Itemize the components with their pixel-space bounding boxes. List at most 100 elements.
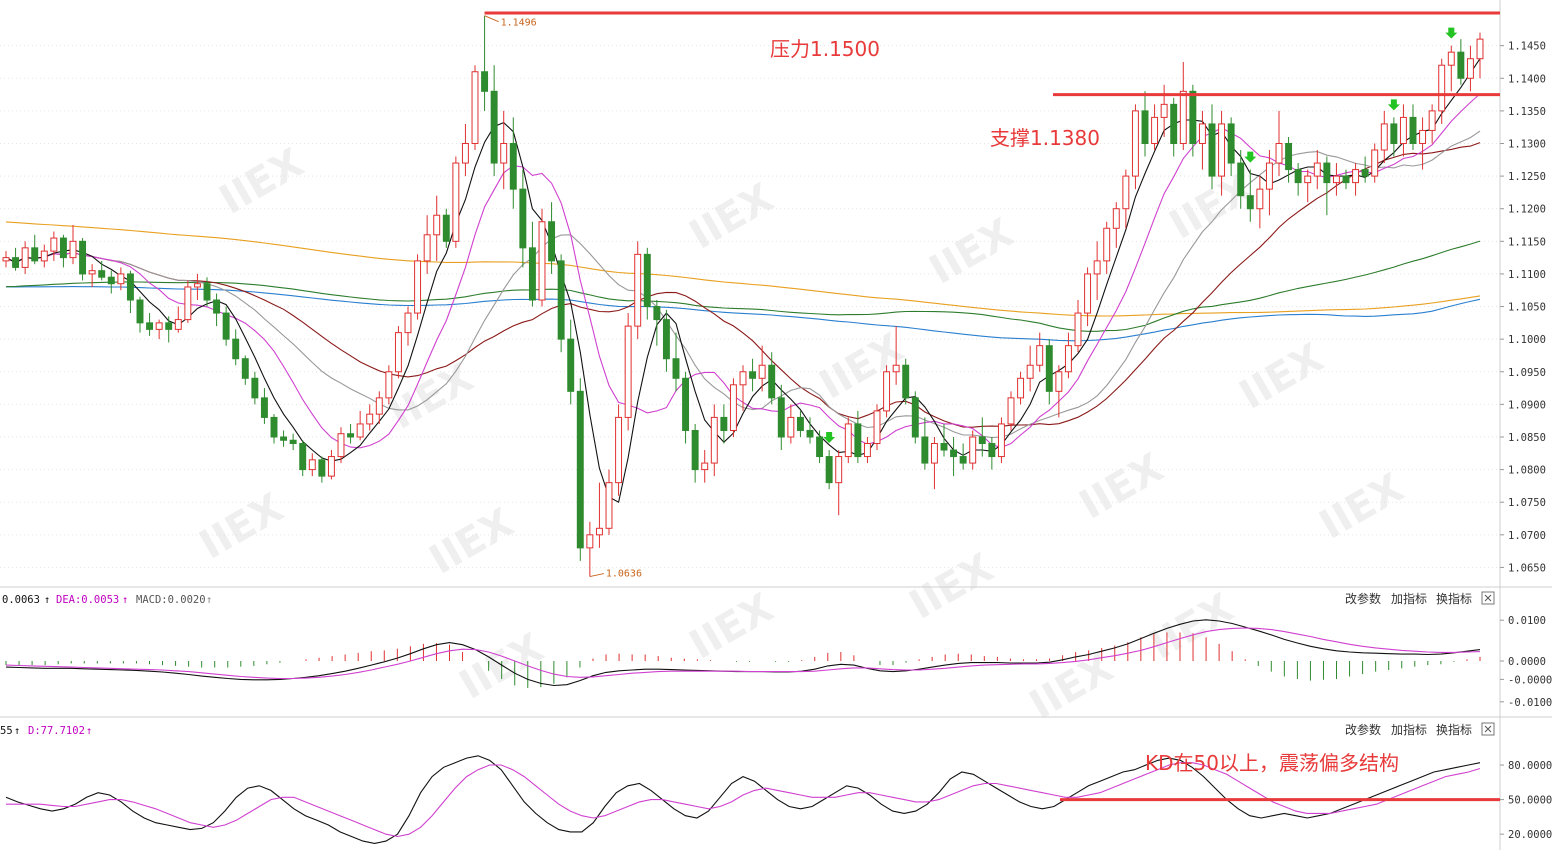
candle-up[interactable] [1103,221,1111,274]
candle-up[interactable] [863,436,871,464]
candle-up[interactable] [1179,61,1187,151]
candle-up[interactable] [1476,32,1484,79]
candle-down[interactable] [98,260,106,281]
candle-down[interactable] [260,388,268,424]
candle-down[interactable] [777,384,785,451]
candle-down[interactable] [902,358,910,405]
candle-down[interactable] [978,417,986,457]
candle-down[interactable] [347,423,355,444]
candle-up[interactable] [461,123,469,177]
candle-down[interactable] [528,221,536,307]
candle-down[interactable] [567,319,575,405]
candle-down[interactable] [576,378,584,561]
candle-up[interactable] [1112,202,1120,248]
candle-down[interactable] [280,430,288,447]
candle-up[interactable] [1265,150,1273,216]
candle-down[interactable] [1045,339,1053,405]
candle-down[interactable] [1141,91,1149,157]
candle-down[interactable] [1170,97,1178,157]
change-indicator-button[interactable]: 换指标 [1436,591,1472,606]
candle-up[interactable] [1438,58,1446,124]
candle-up[interactable] [366,404,374,431]
candle-up[interactable] [394,326,402,379]
candle-down[interactable] [222,306,230,346]
candle-down[interactable] [12,247,20,271]
candle-up[interactable] [1380,110,1388,164]
candle-up[interactable] [595,482,603,548]
candle-down[interactable] [165,316,173,343]
candle-down[interactable] [1237,150,1245,209]
candle-down[interactable] [519,169,527,268]
candle-down[interactable] [1294,163,1302,196]
candle-up[interactable] [385,365,393,405]
candle-up[interactable] [1064,332,1072,379]
candle-up[interactable] [1026,345,1034,392]
candle-up[interactable] [1122,169,1130,229]
candle-up[interactable] [404,306,412,346]
candle-up[interactable] [710,404,718,477]
candle-up[interactable] [1093,241,1101,301]
candle-up[interactable] [2,251,10,268]
candle-down[interactable] [146,313,154,336]
candle-down[interactable] [136,296,144,333]
candle-up[interactable] [997,417,1005,464]
candle-down[interactable] [940,423,948,457]
kd-panel[interactable]: 55 ↑ D:77.7102 ↑ 改参数 加指标 换指标80.000050.000020.0… [0,722,1552,844]
candle-down[interactable] [241,355,249,385]
candle-up[interactable] [1218,110,1226,196]
candle-up[interactable] [758,345,766,392]
candle-up[interactable] [356,410,364,441]
candle-down[interactable] [662,309,670,372]
candle-down[interactable] [806,417,814,444]
candle-down[interactable] [1390,117,1398,157]
kd-change-indicator-button[interactable]: 换指标 [1436,722,1472,737]
candle-up[interactable] [844,417,852,464]
kd-modify-params-button[interactable]: 改参数 [1345,722,1381,737]
candle-up[interactable] [1352,163,1360,196]
candle-down[interactable] [79,238,87,281]
candle-up[interactable] [1466,45,1474,92]
candle-down[interactable] [1361,156,1369,183]
candle-up[interactable] [701,450,709,483]
candle-down[interactable] [557,254,565,353]
candle-up[interactable] [1428,104,1436,144]
candle-down[interactable] [270,414,278,444]
candle-up[interactable] [739,365,747,411]
candle-up[interactable] [538,208,546,307]
candle-down[interactable] [643,247,651,320]
candle-up[interactable] [1332,163,1340,196]
candle-up[interactable] [930,436,938,490]
candle-down[interactable] [1323,156,1331,216]
candle-up[interactable] [1447,45,1455,92]
candle-up[interactable] [1131,104,1139,190]
candle-up[interactable] [605,469,613,535]
candle-up[interactable] [327,450,335,480]
candle-up[interactable] [1419,117,1427,170]
candle-down[interactable] [854,410,862,464]
candle-up[interactable] [1256,176,1264,229]
candle-down[interactable] [251,371,259,405]
candle-up[interactable] [787,404,795,444]
candle-up[interactable] [1151,104,1159,151]
candle-up[interactable] [1198,110,1206,170]
candle-down[interactable] [126,270,134,314]
candle-down[interactable] [1457,39,1465,85]
candle-down[interactable] [1227,117,1235,177]
candle-up[interactable] [1313,150,1321,190]
candle-down[interactable] [749,358,757,392]
candle-down[interactable] [921,417,929,470]
candle-up[interactable] [308,453,316,477]
candle-up[interactable] [174,306,182,333]
candle-down[interactable] [1189,84,1197,157]
candle-down[interactable] [911,391,919,444]
candle-up[interactable] [634,241,642,340]
candle-up[interactable] [40,244,48,268]
modify-params-button[interactable]: 改参数 [1345,591,1381,606]
candle-down[interactable] [796,410,804,437]
candle-down[interactable] [31,234,39,265]
candle-down[interactable] [682,371,690,444]
candle-down[interactable] [232,329,240,366]
candle-up[interactable] [193,273,201,301]
candle-down[interactable] [318,456,326,483]
